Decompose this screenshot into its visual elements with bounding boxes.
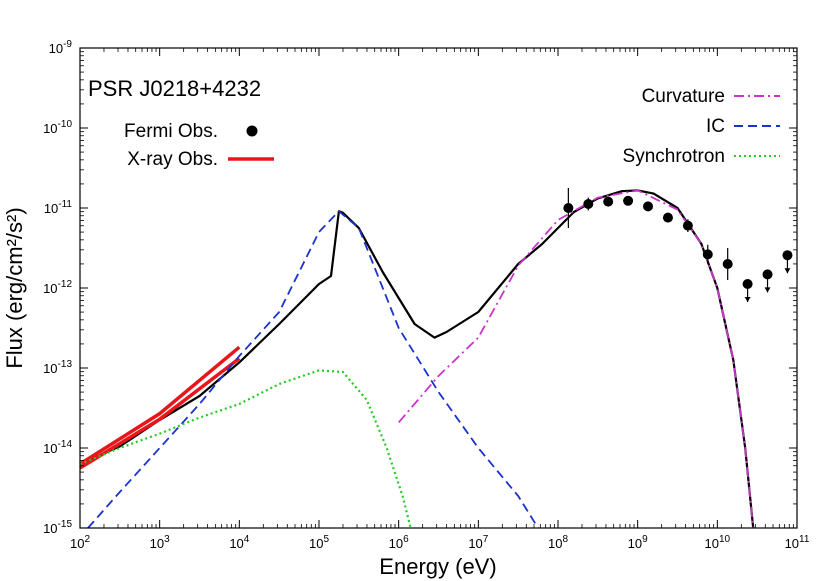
series-line-x-ray-obs-lower- <box>79 357 241 470</box>
fermi-point-3 <box>623 195 634 206</box>
fermi-ul-arrow-9 <box>744 297 751 302</box>
fermi-marker-5 <box>662 212 673 223</box>
fermi-point-8 <box>722 248 733 280</box>
series-line-curvature <box>398 189 755 529</box>
fermi-point-5 <box>662 212 673 223</box>
fermi-marker-9 <box>742 279 753 289</box>
fermi-point-11 <box>782 250 793 274</box>
legend-sample-fermi <box>246 125 258 137</box>
legend-label-xray: X-ray Obs. <box>127 149 218 170</box>
chart-title: PSR J0218+4232 <box>88 76 261 101</box>
fermi-point-0 <box>563 188 574 228</box>
legend-label-curvature: Curvature <box>642 86 725 107</box>
fermi-marker-3 <box>623 195 634 206</box>
fermi-marker-11 <box>782 250 793 261</box>
fermi-point-2 <box>603 196 614 207</box>
fermi-marker-10 <box>762 269 773 280</box>
fermi-ul-arrow-11 <box>784 268 791 274</box>
fermi-point-1 <box>583 197 594 211</box>
fermi-ul-arrow-10 <box>764 287 771 293</box>
x-axis-title: Energy (eV) <box>379 554 496 579</box>
chart-marks <box>79 188 793 529</box>
fermi-point-4 <box>643 201 654 212</box>
fermi-point-7 <box>702 244 713 264</box>
legend-label-ic: IC <box>706 116 725 137</box>
fermi-marker-2 <box>603 196 614 207</box>
fermi-marker-1 <box>583 199 594 209</box>
series-line-x-ray-obs-upper- <box>79 345 241 466</box>
fermi-marker-7 <box>702 249 713 260</box>
fermi-marker-8 <box>722 259 733 269</box>
fermi-marker-0 <box>563 203 574 213</box>
legend-label-synchrotron: Synchrotron <box>623 146 725 167</box>
fermi-point-9 <box>742 279 753 302</box>
fermi-point-6 <box>682 219 693 232</box>
fermi-marker-6 <box>682 220 693 231</box>
y-axis-title: Flux (erg/cm²/s²) <box>2 207 27 368</box>
series-line-synchrotron <box>79 369 412 529</box>
fermi-point-10 <box>762 269 773 293</box>
legend-samples <box>228 95 780 161</box>
series-line-ic <box>87 210 539 529</box>
legend-label-fermi: Fermi Obs. <box>124 121 218 142</box>
fermi-marker-4 <box>643 201 654 212</box>
